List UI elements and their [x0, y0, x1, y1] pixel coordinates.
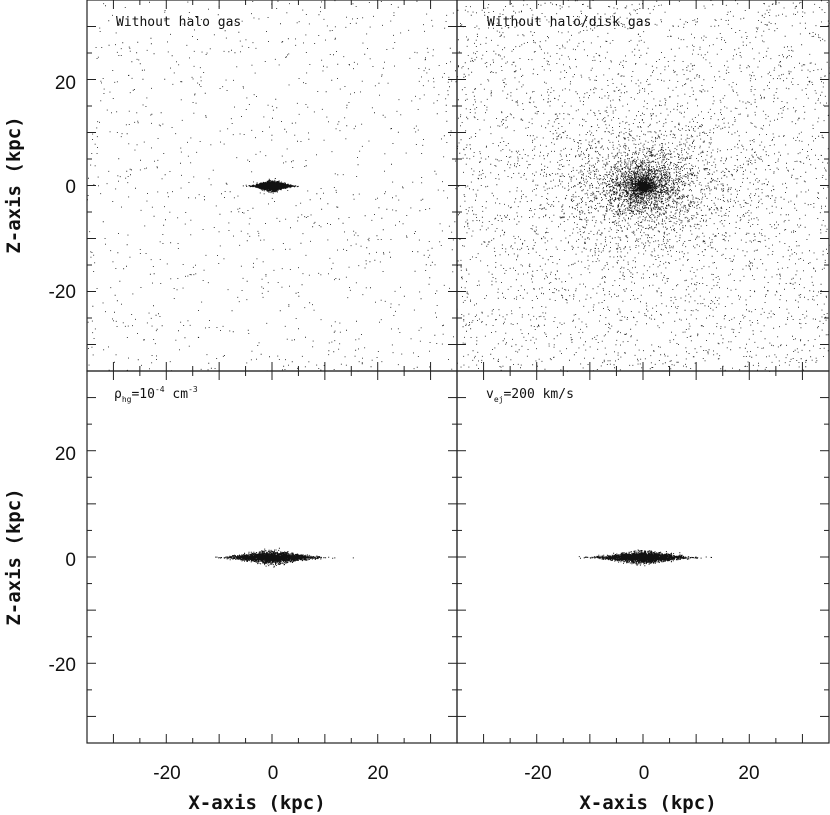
- label-rho-sup: -4: [155, 385, 165, 394]
- ytick-label-top-20: 20: [55, 73, 76, 94]
- y-axis-title-top: Z-axis (kpc): [3, 116, 25, 253]
- scatter-points-top-left: [87, 0, 458, 372]
- points-bottom-right: [578, 549, 712, 567]
- scatter-points-bottom-left: [215, 547, 354, 568]
- panel-label-bottom-left: ρhg=10-4 cm-3: [114, 385, 198, 404]
- panel-label-top-left: Without halo gas: [116, 15, 241, 30]
- panel-label-bottom-right: vej=200 km/s: [486, 387, 574, 404]
- scatter-points-bottom-right: [578, 549, 712, 567]
- x-axis-title-left: X-axis (kpc): [188, 792, 325, 814]
- label-v: v: [486, 387, 494, 402]
- ytick-label-top-neg20: -20: [49, 282, 76, 303]
- tick-marks: [87, 0, 829, 743]
- label-rho-sup2: -3: [188, 385, 198, 394]
- points-top-left: [87, 0, 458, 372]
- label-rho-suffix: cm: [165, 387, 189, 402]
- label-rho-sub: hg: [122, 395, 132, 404]
- label-rho-mid: =10: [131, 387, 154, 402]
- ytick-label-bottom-20: 20: [55, 444, 76, 465]
- y-axis-title-bottom: Z-axis (kpc): [3, 488, 25, 625]
- label-v-mid: =200 km/s: [503, 387, 573, 402]
- panel-label-top-right: Without halo/disk gas: [487, 15, 651, 30]
- ytick-label-bottom-neg20: -20: [49, 655, 76, 676]
- xtick-label-right-20: 20: [738, 763, 759, 784]
- label-v-sub: ej: [494, 395, 504, 404]
- xtick-label-left-0: 0: [268, 763, 279, 784]
- label-rho: ρ: [114, 387, 122, 402]
- ytick-label-top-0: 0: [65, 177, 76, 198]
- xtick-label-right-0: 0: [639, 763, 650, 784]
- scatter-points-top-right: [457, 0, 830, 372]
- xtick-label-right-neg20: -20: [524, 763, 551, 784]
- x-axis-title-right: X-axis (kpc): [579, 792, 716, 814]
- points-top-right: [457, 0, 830, 372]
- xtick-label-left-neg20: -20: [153, 763, 180, 784]
- points-bottom-left: [215, 547, 354, 568]
- ytick-label-bottom-0: 0: [65, 550, 76, 571]
- xtick-label-left-20: 20: [367, 763, 388, 784]
